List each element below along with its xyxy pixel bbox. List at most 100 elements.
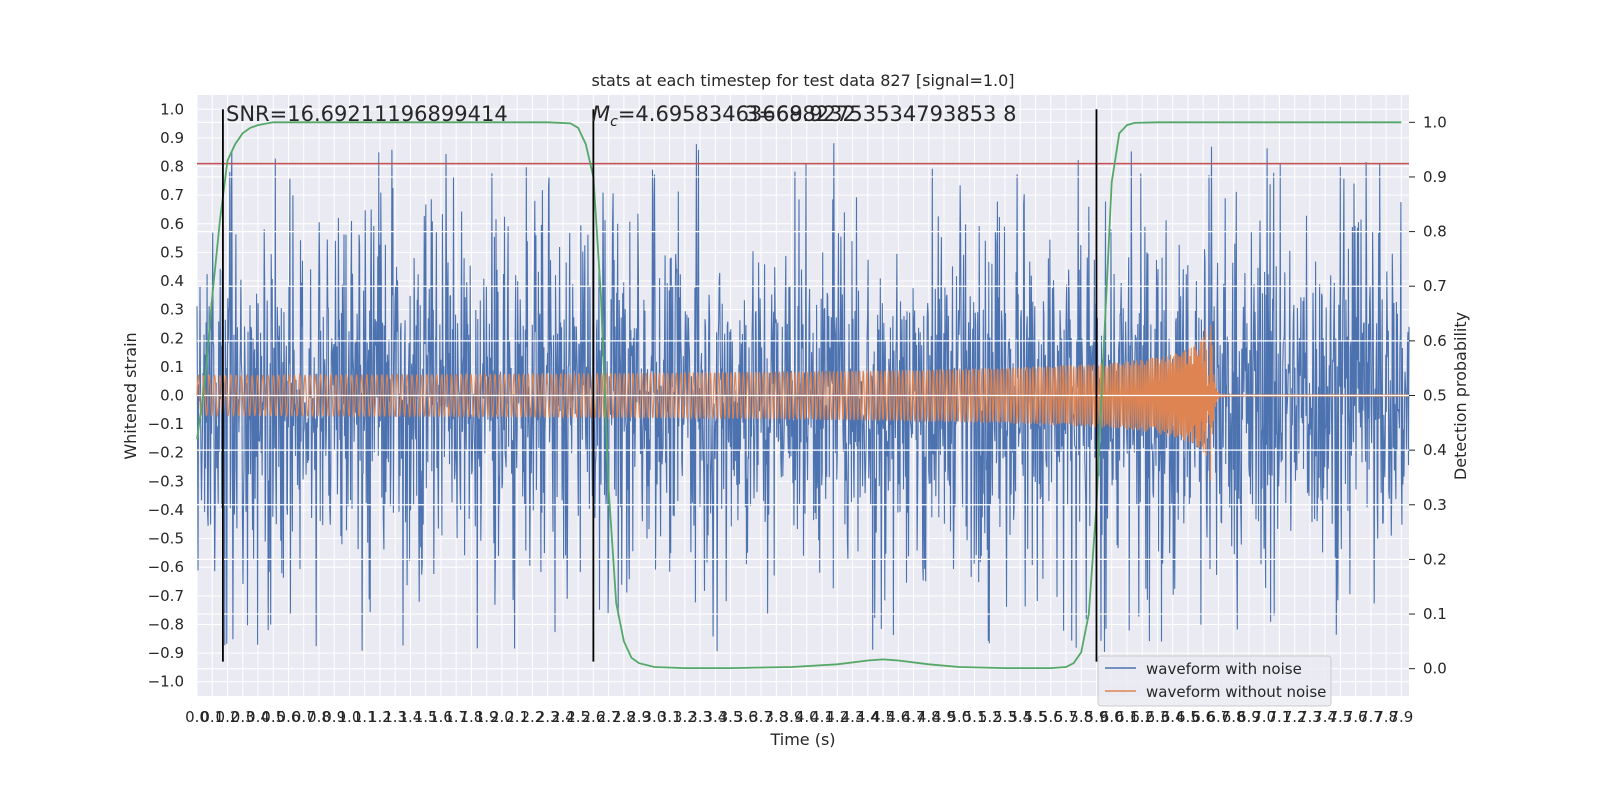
mc-annotation: Mc=4.695834636688232 (592, 102, 856, 130)
y2-tick-label: 0.5 (1423, 387, 1447, 405)
y-tick-label: −0.9 (148, 644, 184, 662)
y2-axis-label: Detection probability (1451, 312, 1470, 480)
x-tick-label: 7.4 (1313, 708, 1337, 726)
x-tick-label: 2.7 (597, 708, 621, 726)
x-tick-label: 4.4 (856, 708, 880, 726)
x-tick-label: 7.6 (1344, 708, 1368, 726)
x-tick-label: 2.4 (551, 708, 575, 726)
x-tick-label: 1.4 (399, 708, 423, 726)
x-tick-label: 5.5 (1024, 708, 1048, 726)
x-tick-label: 0.6 (277, 708, 301, 726)
y-tick-label: 0.0 (160, 387, 184, 405)
series (196, 143, 1410, 652)
x-tick-label: 2.5 (566, 708, 590, 726)
y-tick-label: −0.4 (148, 501, 184, 519)
mc-subscript: c (610, 114, 618, 130)
x-tick-label: 6.7 (1207, 708, 1231, 726)
x-tick-label: 6.2 (1130, 708, 1154, 726)
y-tick-label: 0.1 (160, 358, 184, 376)
x-tick-label: 6.0 (1100, 708, 1124, 726)
y2-tick-label: 0.9 (1423, 168, 1447, 186)
x-tick-label: 7.0 (1252, 708, 1276, 726)
x-tick-label: 2.3 (536, 708, 560, 726)
y2-tick-label: 0.1 (1423, 605, 1447, 623)
x-tick-label: 6.1 (1115, 708, 1139, 726)
x-tick-label: 4.7 (902, 708, 926, 726)
x-tick-label: 3.0 (642, 708, 666, 726)
y-tick-label: 0.6 (160, 215, 184, 233)
x-tick-label: 4.0 (795, 708, 819, 726)
x-tick-label: 4.9 (932, 708, 956, 726)
x-tick-label: 1.9 (475, 708, 499, 726)
x-tick-label: 3.7 (749, 708, 773, 726)
x-tick-label: 4.2 (825, 708, 849, 726)
y-tick-label: 0.2 (160, 329, 184, 347)
y2-tick-label: 0.7 (1423, 277, 1447, 295)
x-tick-label: 6.3 (1146, 708, 1170, 726)
x-tick-label: 0.4 (246, 708, 270, 726)
x-tick-label: 6.9 (1237, 708, 1261, 726)
x-tick-label: 5.0 (947, 708, 971, 726)
x-tick-label: 3.5 (719, 708, 743, 726)
x-tick-label: 1.6 (429, 708, 453, 726)
x-tick-label: 1.1 (353, 708, 377, 726)
chart-title: stats at each timestep for test data 827… (591, 71, 1014, 90)
y-tick-label: 0.4 (160, 272, 184, 290)
x-ticks: 0.00.10.20.30.40.50.60.70.80.91.01.11.21… (185, 708, 1413, 726)
x-tick-label: 6.6 (1191, 708, 1215, 726)
x-tick-label: 2.6 (581, 708, 605, 726)
y-tick-label: 0.9 (160, 129, 184, 147)
x-tick-label: 0.0 (185, 708, 209, 726)
y2-tick-label: 0.2 (1423, 550, 1447, 568)
x-tick-label: 6.5 (1176, 708, 1200, 726)
series-waveform-with-noise (196, 143, 1410, 652)
y-tick-label: −0.7 (148, 587, 184, 605)
y-tick-label: −0.2 (148, 444, 184, 462)
x-tick-label: 7.2 (1283, 708, 1307, 726)
y2-tick-label: 0.8 (1423, 223, 1447, 241)
x-tick-label: 7.3 (1298, 708, 1322, 726)
y-ticks: 1.0 0.9 0.8 0.7 0.6 0.5 0.4 0.3 0.2 0.1 0.0 −0.1 −0.… (148, 100, 184, 690)
y2-tick-label: 0.6 (1423, 332, 1447, 350)
snr-annotation: SNR=16.69211196899414 (226, 102, 508, 126)
legend-label-noisy: waveform with noise (1146, 660, 1302, 678)
x-tick-label: 5.2 (978, 708, 1002, 726)
x-tick-label: 5.3 (993, 708, 1017, 726)
x-tick-label: 4.3 (841, 708, 865, 726)
x-tick-label: 0.7 (292, 708, 316, 726)
x-tick-label: 7.8 (1374, 708, 1398, 726)
y-tick-label: −0.8 (148, 615, 184, 633)
overlap-annotation: 3=69.92753534793853 8 (745, 102, 1016, 126)
x-tick-label: 7.7 (1359, 708, 1383, 726)
y-tick-label: −0.3 (148, 472, 184, 490)
y2-ticks: 1.0 0.9 0.8 0.7 0.6 0.5 0.4 0.3 0.2 0.1 0.0 (1409, 113, 1447, 678)
x-tick-label: 5.6 (1039, 708, 1063, 726)
legend-label-clean: waveform without noise (1146, 683, 1326, 701)
x-tick-label: 7.9 (1389, 708, 1413, 726)
x-tick-label: 1.3 (383, 708, 407, 726)
x-tick-label: 5.8 (1069, 708, 1093, 726)
y-tick-label: 0.8 (160, 158, 184, 176)
y-axis-label: Whitened strain (121, 332, 140, 459)
x-tick-label: 3.2 (673, 708, 697, 726)
x-tick-label: 3.9 (780, 708, 804, 726)
x-tick-label: 4.6 (886, 708, 910, 726)
mc-value: =4.695834636688232 (618, 102, 856, 126)
y-tick-label: 0.3 (160, 301, 184, 319)
y-tick-label: −1.0 (148, 673, 184, 691)
x-tick-label: 2.8 (612, 708, 636, 726)
x-tick-label: 0.8 (307, 708, 331, 726)
y2-tick-label: 1.0 (1423, 113, 1447, 131)
y2-tick-label: 0.4 (1423, 441, 1447, 459)
x-tick-label: 4.5 (871, 708, 895, 726)
x-tick-label: 1.2 (368, 708, 392, 726)
x-tick-label: 3.3 (688, 708, 712, 726)
x-tick-label: 2.0 (490, 708, 514, 726)
legend-box (1097, 655, 1332, 707)
x-tick-label: 0.5 (261, 708, 285, 726)
x-tick-label: 5.1 (963, 708, 987, 726)
x-tick-label: 2.2 (520, 708, 544, 726)
x-tick-label: 7.1 (1267, 708, 1291, 726)
legend: waveform with noise waveform without noi… (1097, 655, 1332, 707)
